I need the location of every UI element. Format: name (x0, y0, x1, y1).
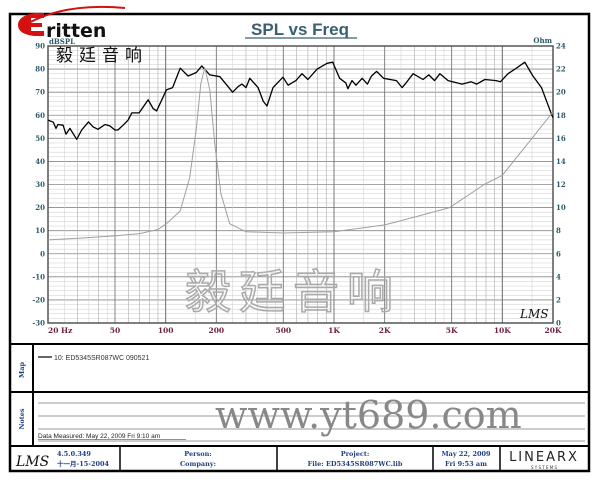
impedance-curve (47, 67, 554, 241)
y-tick-left: 70 (35, 88, 45, 97)
chart-title: SPL vs Freq (251, 20, 349, 39)
y-tick-right: 22 (556, 65, 566, 74)
y-tick-left: 30 (35, 180, 45, 189)
y-tick-left: -20 (32, 295, 45, 304)
linearx-sub: S Y S T E M S (531, 465, 558, 470)
watermark-url: www.yt689.com (215, 393, 522, 437)
y-tick-right: 6 (556, 249, 561, 258)
y-tick-right: 4 (556, 272, 561, 281)
x-tick: 500 (275, 326, 291, 335)
footer-date: May 22, 2009 (441, 450, 491, 458)
y-tick-left: -10 (32, 272, 45, 281)
y-tick-right: 24 (556, 42, 566, 51)
plot-curves (47, 61, 554, 241)
x-tick: 200 (209, 326, 225, 335)
y-tick-left: 50 (35, 134, 45, 143)
footer: LMS 4.5.0.349 十一月-15-2004 Person: Compan… (15, 446, 579, 471)
notes-label: Notes (18, 408, 26, 429)
brand-logo: ritten 毅廷音响 (18, 5, 148, 66)
x-tick: 20K (545, 326, 562, 335)
y-axis-right-label: Ohm (533, 36, 552, 45)
y-axis-left-label: dBSPL (49, 37, 75, 46)
x-tick: 1K (328, 326, 340, 335)
project-field: Project: (341, 450, 370, 458)
logo-e-icon (18, 13, 44, 36)
y-tick-left: 0 (40, 249, 45, 258)
x-tick: 10K (494, 326, 511, 335)
y-tick-left: -30 (32, 319, 45, 328)
y-tick-right: 8 (556, 226, 561, 235)
person-field: Person: (184, 450, 211, 458)
version-date: 十一月-15-2004 (57, 459, 110, 468)
file-field: File: ED5345SR087WC.lib (308, 460, 403, 468)
lms-logo: LMS (15, 454, 49, 470)
y-tick-left: 80 (35, 65, 45, 74)
spl-curve (47, 61, 554, 140)
plot-grid (47, 45, 554, 324)
data-measured: Data Measured: May 22, 2009 Fri 9:10 am (38, 433, 160, 440)
y-tick-right: 14 (556, 157, 566, 166)
y-tick-left: 10 (35, 226, 45, 235)
y-tick-right: 10 (556, 203, 566, 212)
legend-entry: 10: ED5345SR087WC 090521 (54, 355, 149, 362)
x-tick: 20 Hz (48, 326, 72, 335)
x-tick: 2K (379, 326, 391, 335)
version: 4.5.0.349 (57, 450, 91, 458)
y-tick-right: 2 (556, 295, 561, 304)
y-tick-left: 90 (35, 42, 45, 51)
logo-text: ritten (46, 20, 106, 42)
plot-border (47, 45, 554, 324)
x-tick: 5K (446, 326, 458, 335)
y-tick-right: 18 (556, 111, 566, 120)
footer-time: Fri 9:53 am (445, 460, 487, 468)
x-tick: 100 (158, 326, 174, 335)
y-tick-right: 12 (556, 180, 566, 189)
y-tick-left: 20 (35, 203, 45, 212)
map-label: Map (18, 362, 26, 378)
report-frame (8, 12, 591, 473)
y-tick-right: 20 (556, 88, 566, 97)
logo-chinese: 毅廷音响 (56, 46, 148, 66)
x-tick: 50 (110, 326, 120, 335)
linearx-logo: LINEARX (509, 450, 579, 465)
y-tick-left: 60 (35, 111, 45, 120)
y-tick-right: 16 (556, 134, 566, 143)
lms-watermark: LMS (519, 307, 548, 321)
y-tick-left: 40 (35, 157, 45, 166)
y-tick-right: 0 (556, 319, 561, 328)
company-field: Company: (180, 460, 216, 468)
watermark-chinese: 毅廷音响 (185, 265, 401, 319)
plot-ticks: 9080706050403020100-10-20-30242220181614… (32, 42, 566, 336)
